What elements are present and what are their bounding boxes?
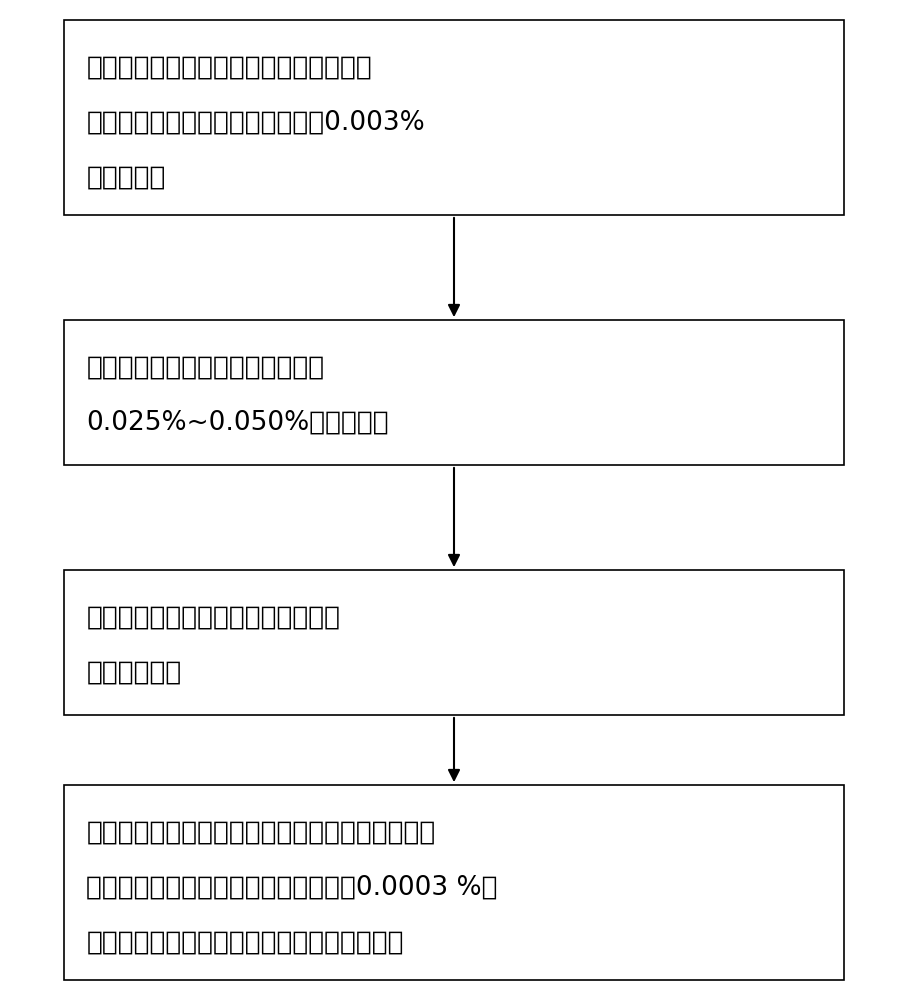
Bar (64, 20, 844, 215)
Text: 通过浇铸第二钢水获得超低碳烘烤硬化钢板坯: 通过浇铸第二钢水获得超低碳烘烤硬化钢板坯 (86, 930, 404, 956)
Text: 将第一铁水经过冶炼获得碳含量为: 将第一铁水经过冶炼获得碳含量为 (86, 355, 324, 381)
Text: 将第一钢水经过真空精炼炉进行精炼: 将第一钢水经过真空精炼炉进行精炼 (86, 605, 341, 631)
Bar (64, 320, 844, 465)
Text: 0.025%~0.050%的第一钢水: 0.025%~0.050%的第一钢水 (86, 410, 389, 436)
Text: 过程中控制第二钢水的增碳量小于等于0.0003 %，: 过程中控制第二钢水的增碳量小于等于0.0003 %， (86, 875, 498, 901)
Text: 获得第二钢水: 获得第二钢水 (86, 660, 182, 686)
Text: 将铁水依次进行预脱硫和扒渣处理，以质: 将铁水依次进行预脱硫和扒渣处理，以质 (86, 55, 372, 81)
Bar (64, 570, 844, 715)
Bar (64, 785, 844, 980)
Text: 的第一铁水: 的第一铁水 (86, 165, 165, 191)
Text: 将第二钢水送往连铸工序并注入无碳中间包，连铸: 将第二钢水送往连铸工序并注入无碳中间包，连铸 (86, 820, 436, 846)
Text: 量百分比计，获得硫含量小于等于0.003%: 量百分比计，获得硫含量小于等于0.003% (86, 110, 425, 136)
